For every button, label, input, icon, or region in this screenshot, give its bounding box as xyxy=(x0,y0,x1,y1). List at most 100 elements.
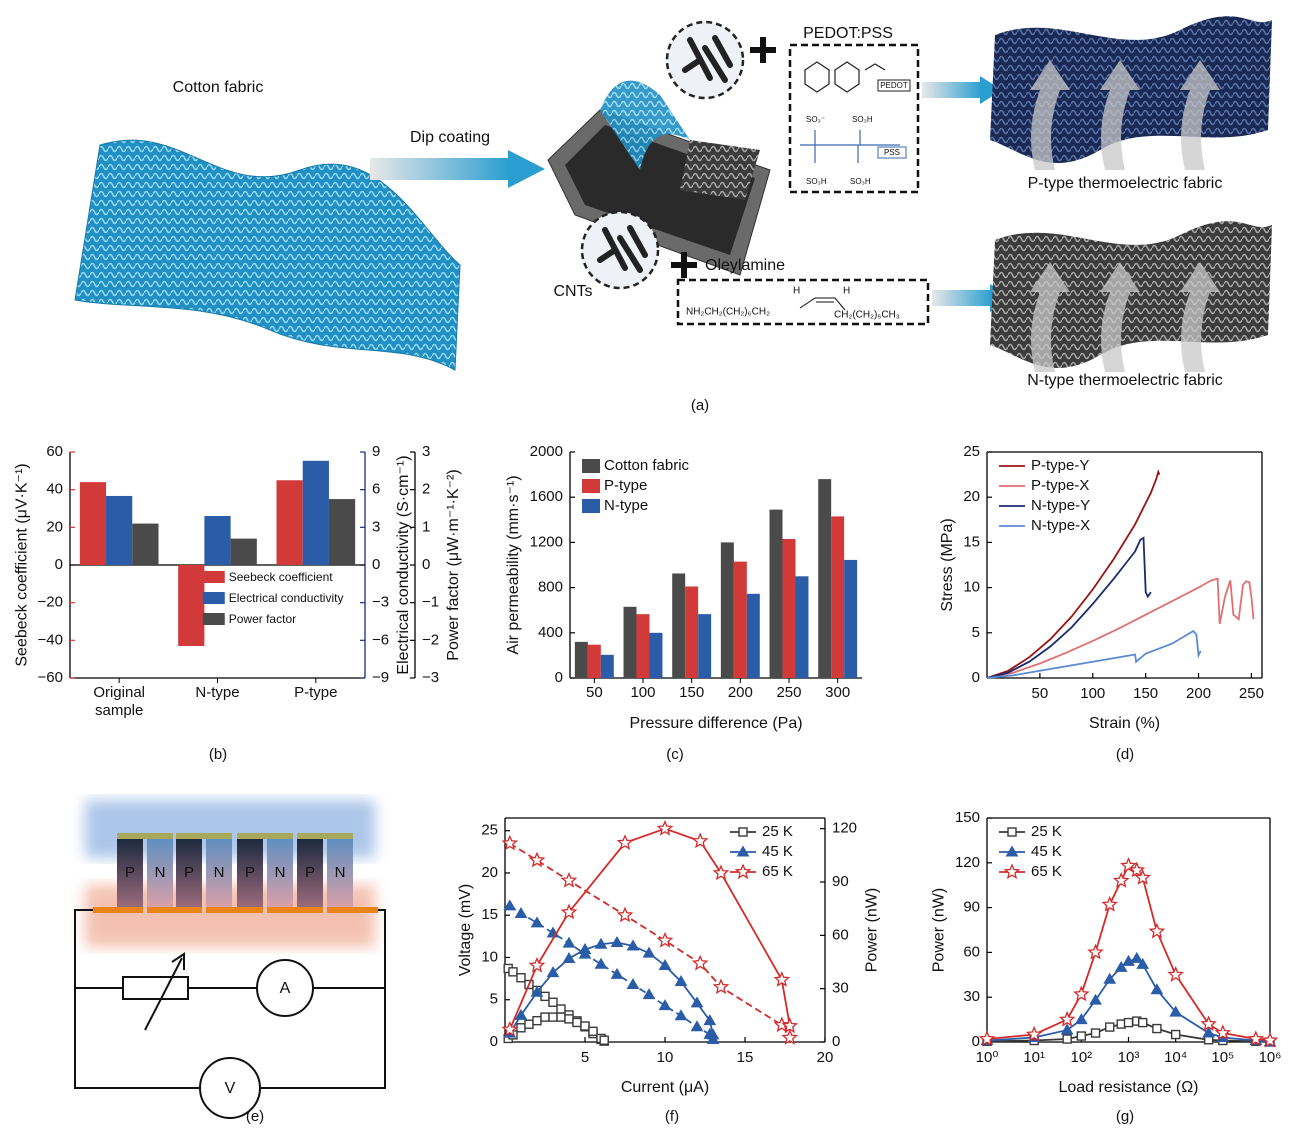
x-tick-label-box: 50 xyxy=(585,684,603,701)
x-tick-label-box: P-type xyxy=(294,684,337,701)
y-tick-label: 60 xyxy=(832,926,849,943)
marker xyxy=(572,1017,582,1028)
marker xyxy=(626,978,640,990)
y-tick-label: 1600 xyxy=(530,488,563,505)
bar xyxy=(106,495,133,565)
formula: CH₂(CH₂)₅CH₃ xyxy=(834,310,900,321)
bar xyxy=(782,539,796,678)
marker xyxy=(978,1030,996,1047)
marker xyxy=(616,834,634,851)
bar xyxy=(302,460,329,565)
marker xyxy=(1169,1005,1183,1017)
axis-title: Stress (MPa) xyxy=(939,518,956,611)
marker xyxy=(562,936,576,948)
bar xyxy=(685,586,699,678)
y-tick-label: −60 xyxy=(38,669,63,686)
tank-inner xyxy=(565,125,755,255)
molecule xyxy=(804,61,886,93)
marker xyxy=(560,903,578,920)
series-line xyxy=(509,842,791,1039)
x-tick-label: 15 xyxy=(737,1049,754,1066)
axis-title: Power factor (μW·m⁻¹·K⁻²) xyxy=(445,469,462,660)
label: SO₃H xyxy=(850,177,871,186)
double-bond xyxy=(799,297,846,311)
series-line xyxy=(986,957,1271,1043)
ammeter xyxy=(256,959,314,1017)
x-tick-label: 250 xyxy=(1239,685,1264,702)
marker xyxy=(516,973,526,983)
tag-box xyxy=(877,79,911,92)
y-tick-label: 0 xyxy=(832,1033,840,1050)
cnt-circle xyxy=(580,210,660,290)
series-line xyxy=(986,536,1152,679)
arrow-head xyxy=(508,150,545,188)
marker xyxy=(580,1021,590,1031)
bottom-electrodes xyxy=(93,907,378,913)
x-tick-label: 50 xyxy=(585,684,603,701)
variable-arrow xyxy=(144,952,185,1031)
marker xyxy=(1005,845,1019,857)
marker xyxy=(514,1008,528,1020)
legend-swatch xyxy=(582,499,600,513)
marker xyxy=(1137,1017,1148,1028)
y-tick-label: −20 xyxy=(38,594,63,611)
marker xyxy=(1062,1034,1072,1044)
legend-label: N-type xyxy=(604,497,648,514)
caption: (e) xyxy=(246,1108,264,1125)
y-tick-label: 6 xyxy=(372,481,380,498)
bar xyxy=(276,480,303,565)
marker xyxy=(1214,1024,1232,1041)
cnts xyxy=(597,225,648,273)
marker xyxy=(548,997,558,1007)
axis-title: Power (nW) xyxy=(864,888,881,972)
axis-title: Current (μA) xyxy=(621,1079,709,1096)
n-fabric xyxy=(990,221,1272,368)
label: Oleylamine xyxy=(705,257,785,274)
marker xyxy=(1076,1031,1087,1041)
cnt-circle xyxy=(665,20,745,100)
marker xyxy=(599,1035,609,1045)
y-tick-label: 800 xyxy=(538,579,563,596)
marker xyxy=(532,1015,542,1026)
marker xyxy=(1003,863,1021,880)
chart: 0 5 10 15 20 25 Stress (MPa) 50 100 150 200 250 Stra… xyxy=(939,443,1264,763)
series-line xyxy=(986,629,1202,679)
leg-label: N xyxy=(214,864,225,881)
dashed-box xyxy=(788,43,920,194)
marker xyxy=(564,1014,574,1024)
marker xyxy=(1007,827,1017,837)
marker xyxy=(658,959,672,971)
fabric-dip xyxy=(600,80,690,170)
bar xyxy=(328,499,356,565)
caption: (b) xyxy=(209,746,227,763)
voltmeter-label: V xyxy=(225,1080,236,1097)
marker xyxy=(610,935,624,947)
arrow xyxy=(370,158,510,180)
label: P-type thermoelectric fabric xyxy=(1028,175,1223,192)
marker xyxy=(712,864,730,881)
y-tick-label: 3 xyxy=(422,443,430,460)
y-tick-label: 10 xyxy=(963,579,980,596)
y-tick-label: 0 xyxy=(55,556,63,573)
arrow xyxy=(922,82,982,98)
voltmeter xyxy=(199,1057,261,1119)
label: CNTs xyxy=(553,283,592,300)
label: SO₃⁻ xyxy=(806,115,825,124)
label: PEDOT xyxy=(880,81,908,90)
y-tick-label: 0 xyxy=(972,1033,980,1050)
marker xyxy=(1261,1031,1279,1048)
bar xyxy=(79,482,107,565)
heat-arrows xyxy=(1030,60,1220,372)
marker xyxy=(703,1014,717,1026)
marker xyxy=(1103,972,1117,984)
y-tick-label: 60 xyxy=(963,943,980,960)
bar xyxy=(230,538,257,565)
marker xyxy=(1087,943,1104,960)
marker xyxy=(548,1012,558,1022)
marker xyxy=(626,939,640,951)
y-tick-label: 25 xyxy=(481,822,498,839)
bar xyxy=(795,576,809,678)
leg-label: P xyxy=(125,864,135,881)
marker xyxy=(610,967,624,979)
